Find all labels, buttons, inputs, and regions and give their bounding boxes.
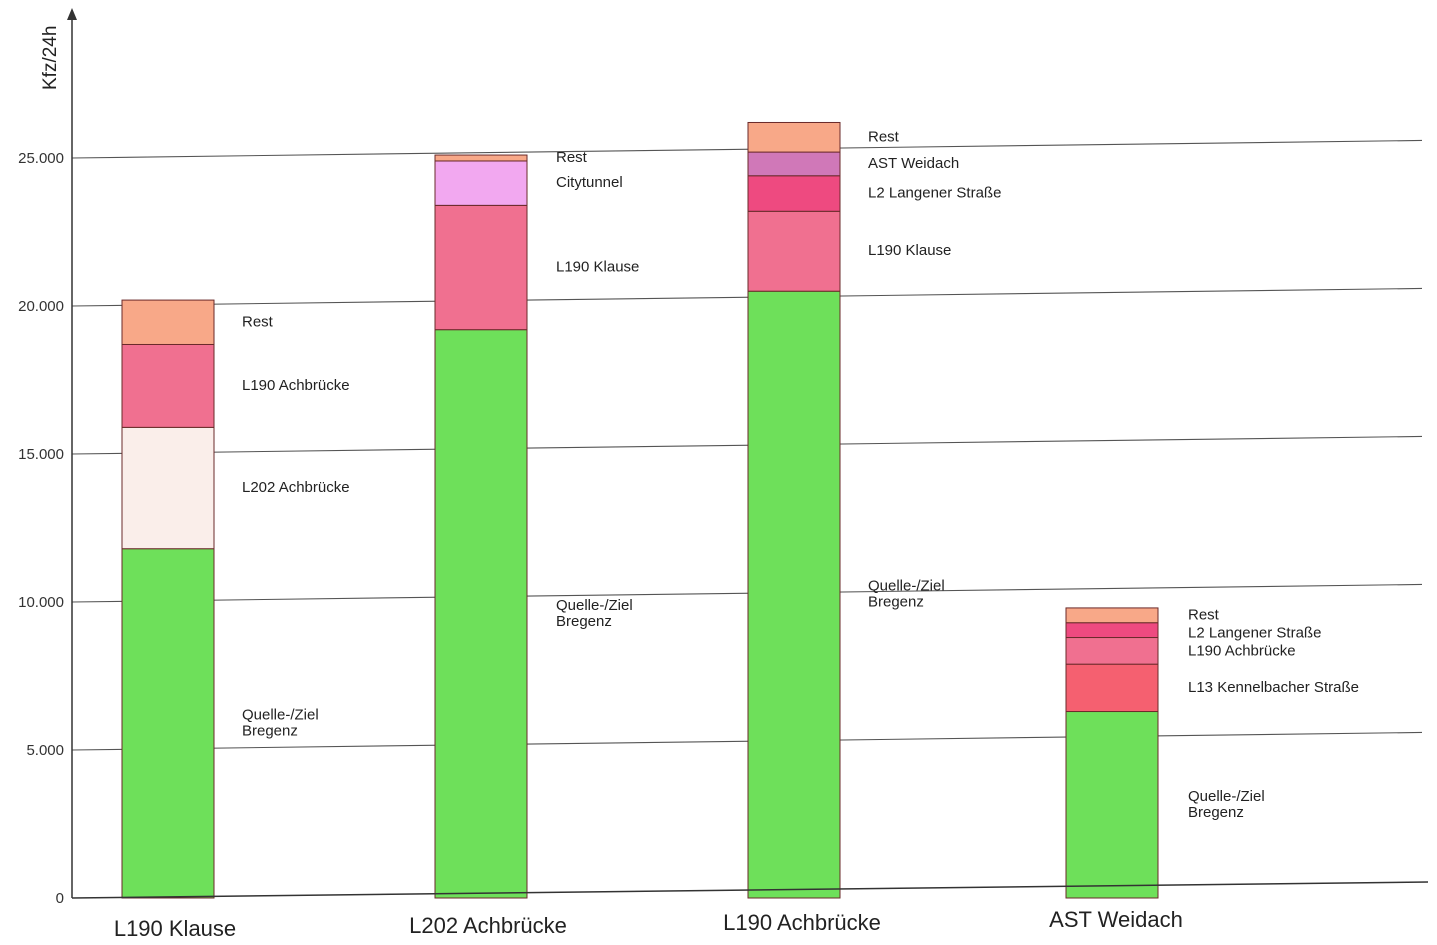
bar-segment bbox=[747, 121, 841, 153]
category-label: L190 Achbrücke bbox=[723, 910, 881, 935]
grid-line bbox=[71, 139, 1423, 159]
segment-label: L2 Langener Straße bbox=[868, 185, 1001, 202]
segment-label-line: Bregenz bbox=[1188, 804, 1244, 821]
segment-label-line: Rest bbox=[242, 313, 274, 330]
y-tick-label: 25.000 bbox=[18, 150, 64, 167]
bar-segment bbox=[747, 290, 841, 899]
segment-label: L190 Klause bbox=[868, 242, 951, 259]
segment-label: Citytunnel bbox=[556, 174, 623, 191]
segment-label-line: Rest bbox=[868, 128, 900, 145]
segment-label: Quelle-/Ziel Bregenz bbox=[1188, 788, 1265, 821]
segment-label-line: Bregenz bbox=[242, 722, 298, 739]
y-tick-labels: 0 5.000 10.000 15.000 20.000 25.000 bbox=[18, 150, 64, 907]
bar-segment bbox=[1065, 637, 1159, 665]
bar-segment bbox=[1065, 663, 1159, 713]
category-label: L202 Achbrücke bbox=[409, 913, 567, 938]
category-labels: L190 Klause L202 Achbrücke L190 Achbrücke A… bbox=[114, 907, 1183, 941]
grid-line bbox=[71, 731, 1423, 751]
bar-segment bbox=[1065, 711, 1159, 899]
bar-segment bbox=[1065, 622, 1159, 639]
y-axis-title: Kfz/24h bbox=[40, 26, 61, 90]
bar-segment bbox=[121, 343, 215, 428]
segment-label-line: Quelle-/Ziel bbox=[242, 706, 319, 723]
y-tick-label: 20.000 bbox=[18, 298, 64, 315]
axes: Kfz/24h bbox=[40, 8, 1429, 899]
segment-label-line: Rest bbox=[556, 149, 588, 166]
segment-labels: Rest L190 Achbrücke L202 Achbrücke Quelle-/… bbox=[242, 128, 1359, 820]
grid-line bbox=[71, 435, 1423, 455]
bar-segment bbox=[434, 160, 528, 206]
y-tick-label: 15.000 bbox=[18, 446, 64, 463]
segment-label: L202 Achbrücke bbox=[242, 479, 350, 496]
grid-lines bbox=[71, 139, 1423, 751]
segment-label: L2 Langener Straße bbox=[1188, 624, 1321, 641]
segment-label: Rest bbox=[868, 128, 900, 145]
bar-segment bbox=[434, 204, 528, 331]
segment-label: Quelle-/Ziel Bregenz bbox=[242, 706, 319, 739]
bar-segment bbox=[747, 210, 841, 292]
grid-line bbox=[71, 583, 1423, 603]
y-tick-label: 10.000 bbox=[18, 594, 64, 611]
bar-segment bbox=[121, 426, 215, 550]
y-tick-label: 5.000 bbox=[26, 742, 64, 759]
bar-segment bbox=[434, 329, 528, 899]
segment-label-line: L2 Langener Straße bbox=[1188, 624, 1321, 641]
segment-label-line: AST Weidach bbox=[868, 155, 959, 172]
bar-segment bbox=[747, 175, 841, 212]
segment-label: Rest bbox=[1188, 606, 1220, 623]
y-axis-arrow bbox=[67, 8, 77, 20]
category-label: AST Weidach bbox=[1049, 907, 1183, 932]
segment-label-line: Quelle-/Ziel bbox=[556, 597, 633, 614]
segment-label-line: Bregenz bbox=[556, 613, 612, 630]
segment-label: Quelle-/Ziel Bregenz bbox=[868, 578, 945, 611]
segment-label-line: Citytunnel bbox=[556, 174, 623, 191]
segment-label: L190 Achbrücke bbox=[242, 377, 350, 394]
category-label: L190 Klause bbox=[114, 916, 236, 941]
segment-label: L190 Achbrücke bbox=[1188, 642, 1296, 659]
segment-label-line: L2 Langener Straße bbox=[868, 185, 1001, 202]
segment-label: Rest bbox=[556, 149, 588, 166]
x-axis-line bbox=[71, 881, 1429, 899]
bar-segment bbox=[1065, 607, 1159, 624]
segment-label: L13 Kennelbacher Straße bbox=[1188, 679, 1359, 696]
segment-label: Rest bbox=[242, 313, 274, 330]
bar-segment bbox=[121, 548, 215, 899]
segment-label-line: Bregenz bbox=[868, 594, 924, 611]
segment-label-line: Quelle-/Ziel bbox=[1188, 788, 1265, 805]
y-tick-label: 0 bbox=[56, 890, 64, 907]
segment-label-line: L190 Achbrücke bbox=[242, 377, 350, 394]
segment-label-line: L190 Klause bbox=[556, 259, 639, 276]
segment-label-line: Rest bbox=[1188, 606, 1220, 623]
bar-segment bbox=[121, 299, 215, 345]
bars-layer bbox=[121, 121, 1159, 899]
segment-label-line: L202 Achbrücke bbox=[242, 479, 350, 496]
grid-line bbox=[71, 287, 1423, 307]
bar-segment bbox=[434, 154, 528, 162]
segment-label-line: Quelle-/Ziel bbox=[868, 578, 945, 595]
segment-label-line: L190 Achbrücke bbox=[1188, 642, 1296, 659]
segment-label-line: L13 Kennelbacher Straße bbox=[1188, 679, 1359, 696]
segment-label: AST Weidach bbox=[868, 155, 959, 172]
segment-label: Quelle-/Ziel Bregenz bbox=[556, 597, 633, 630]
bar-segment bbox=[747, 151, 841, 177]
segment-label-line: L190 Klause bbox=[868, 242, 951, 259]
segment-label: L190 Klause bbox=[556, 259, 639, 276]
